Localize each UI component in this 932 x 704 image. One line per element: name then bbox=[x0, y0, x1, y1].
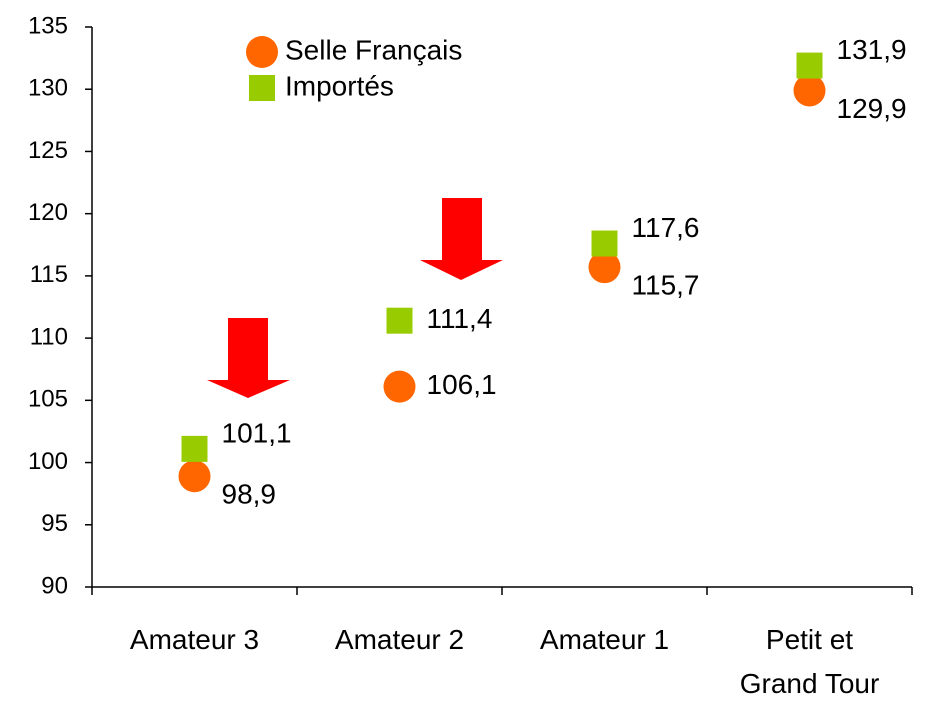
y-tick-label: 110 bbox=[30, 323, 68, 350]
marker bbox=[178, 460, 211, 493]
y-tick-label: 135 bbox=[28, 12, 68, 39]
marker bbox=[383, 370, 416, 403]
legend-label: Importés bbox=[285, 70, 394, 101]
x-tick-label: Amateur 2 bbox=[334, 624, 465, 655]
data-label: 106,1 bbox=[427, 369, 497, 400]
data-label: 111,4 bbox=[427, 303, 493, 334]
data-label: 117,6 bbox=[632, 212, 700, 243]
marker bbox=[386, 307, 413, 334]
x-tick-label: Petit et Grand Tour bbox=[739, 624, 880, 699]
data-label: 101,1 bbox=[222, 417, 292, 448]
legend-marker bbox=[249, 75, 275, 101]
marker bbox=[181, 435, 208, 462]
y-tick-label: 100 bbox=[28, 448, 68, 475]
marker bbox=[793, 74, 826, 107]
y-tick-label: 130 bbox=[28, 75, 68, 102]
y-tick-label: 90 bbox=[41, 572, 68, 599]
data-label: 131,9 bbox=[837, 34, 907, 65]
y-tick-label: 115 bbox=[30, 261, 68, 288]
x-tick-label: Amateur 3 bbox=[129, 624, 260, 655]
marker bbox=[588, 251, 621, 284]
marker bbox=[796, 52, 823, 79]
y-tick-label: 125 bbox=[28, 137, 68, 164]
marker bbox=[591, 230, 618, 257]
y-tick-label: 105 bbox=[28, 386, 68, 413]
data-label: 98,9 bbox=[222, 479, 277, 510]
x-tick-label: Amateur 1 bbox=[539, 624, 670, 655]
legend-marker bbox=[246, 36, 278, 68]
y-tick-label: 120 bbox=[28, 199, 68, 226]
y-tick-label: 95 bbox=[41, 510, 68, 537]
arrow bbox=[207, 198, 503, 398]
data-label: 115,7 bbox=[632, 270, 700, 301]
legend-label: Selle Français bbox=[285, 34, 462, 65]
data-label: 129,9 bbox=[837, 93, 907, 124]
